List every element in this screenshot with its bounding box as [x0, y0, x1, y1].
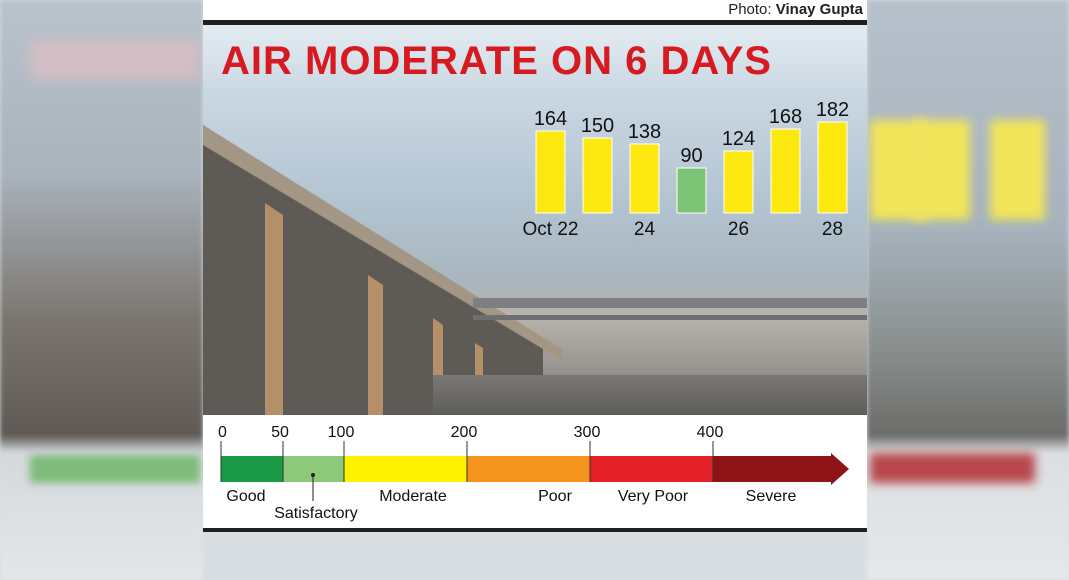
aqi-band-label: Very Poor	[618, 488, 689, 505]
headline: AIR MODERATE ON 6 DAYS	[221, 39, 772, 83]
photo-credit-name: Vinay Gupta	[775, 1, 863, 18]
aqi-bar	[629, 143, 660, 214]
aqi-bar	[535, 130, 566, 214]
aqi-band	[590, 456, 713, 482]
aqi-band	[221, 456, 283, 482]
aqi-band-label: Good	[226, 488, 265, 505]
aqi-scale-tick-label: 50	[271, 424, 289, 441]
flyover-photo: AIR MODERATE ON 6 DAYS	[203, 25, 867, 415]
aqi-bar-value-label: 182	[816, 99, 849, 121]
aqi-bar-category-label: 24	[634, 219, 656, 240]
aqi-band-label: Poor	[538, 488, 572, 505]
blurred-background-scale	[30, 455, 200, 483]
photo-credit: Photo: Vinay Gupta	[728, 1, 863, 18]
blurred-background-scale-right	[870, 453, 1035, 483]
aqi-bar-category-label: 26	[728, 219, 749, 240]
overpass-rail-illustration	[473, 315, 867, 320]
aqi-bar	[582, 137, 613, 214]
aqi-scale-tick-label: 100	[328, 424, 355, 441]
aqi-band-severe	[713, 453, 849, 485]
top-rule	[203, 20, 867, 25]
blurred-background-title	[30, 40, 200, 80]
aqi-bar-chart: 164 Oct 22 150 138 24 90 124 26 168 182 28	[523, 99, 850, 240]
road-illustration	[433, 375, 867, 415]
aqi-bar-value-label: 138	[628, 121, 661, 143]
satisfactory-leader-dot	[311, 473, 315, 477]
aqi-bar-value-label: 150	[581, 115, 614, 137]
aqi-band-label: Moderate	[379, 488, 447, 505]
overpass-illustration	[473, 298, 867, 308]
aqi-scale-chart: 0 50 100 200 300 400 Good Satisfactory Moderate P…	[218, 424, 849, 522]
aqi-bar	[770, 128, 801, 214]
aqi-bar-value-label: 164	[534, 108, 567, 130]
aqi-bar-value-label: 124	[722, 128, 755, 150]
aqi-bar	[723, 150, 754, 214]
aqi-scale-tick-label: 0	[218, 424, 227, 441]
aqi-scale-tick-label: 200	[451, 424, 478, 441]
aqi-band-label: Severe	[746, 488, 797, 505]
aqi-bar	[676, 167, 707, 214]
aqi-bar-category-label: Oct 22	[523, 219, 579, 240]
aqi-bar-value-label: 168	[769, 106, 802, 128]
aqi-scale-tick-label: 300	[574, 424, 601, 441]
blurred-background-right	[867, 0, 1069, 580]
aqi-bar-value-label: 90	[680, 145, 702, 167]
aqi-bar	[817, 121, 848, 214]
aqi-band-label: Satisfactory	[274, 505, 358, 522]
photo-credit-prefix: Photo:	[728, 1, 772, 18]
aqi-scale-tick-label: 400	[697, 424, 724, 441]
infographic-card: Photo: Vinay Gupta AIR MODERATE ON 6 DAY…	[203, 0, 867, 532]
aqi-bar-category-label: 28	[822, 219, 843, 240]
aqi-band	[344, 456, 467, 482]
blurred-background-left	[0, 0, 203, 580]
aqi-band	[467, 456, 590, 482]
bottom-rule	[203, 528, 867, 532]
